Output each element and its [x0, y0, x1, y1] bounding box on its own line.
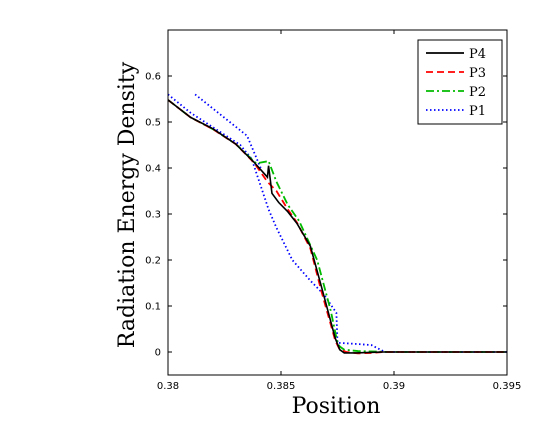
axes-layer — [167, 29, 508, 376]
legend-label-p3: P3 — [469, 66, 486, 81]
axes-box — [167, 29, 508, 376]
y-axis-label: Radiation Energy Density — [115, 61, 140, 348]
x-axis-label: Position — [292, 394, 381, 419]
y-tick-label: 0.6 — [145, 72, 161, 83]
legend-box — [417, 39, 503, 125]
series-line-p4 — [167, 99, 507, 354]
legend-label-p4: P4 — [469, 47, 486, 62]
legend-label-p2: P2 — [469, 85, 486, 100]
y-tick-label: 0 — [155, 348, 161, 359]
y-tick-label: 0.5 — [145, 118, 161, 129]
y-tick-label: 0.1 — [145, 302, 161, 313]
y-tick-label: 0.4 — [145, 164, 161, 175]
legend: P4 P3 P2 P1 — [417, 39, 503, 125]
series-layer — [167, 93, 507, 355]
ticks-layer: 0.38 0.385 0.39 0.395 0 0.1 0.2 0.3 0.4 0.5 0.6 — [145, 30, 521, 392]
x-tick-label: 0.395 — [493, 381, 522, 392]
x-tick-label: 0.39 — [383, 381, 405, 392]
y-tick-label: 0.3 — [145, 210, 161, 221]
y-tick-label: 0.2 — [145, 256, 161, 267]
legend-label-p1: P1 — [469, 104, 486, 119]
x-tick-label: 0.38 — [157, 381, 179, 392]
x-tick-label: 0.385 — [267, 381, 296, 392]
